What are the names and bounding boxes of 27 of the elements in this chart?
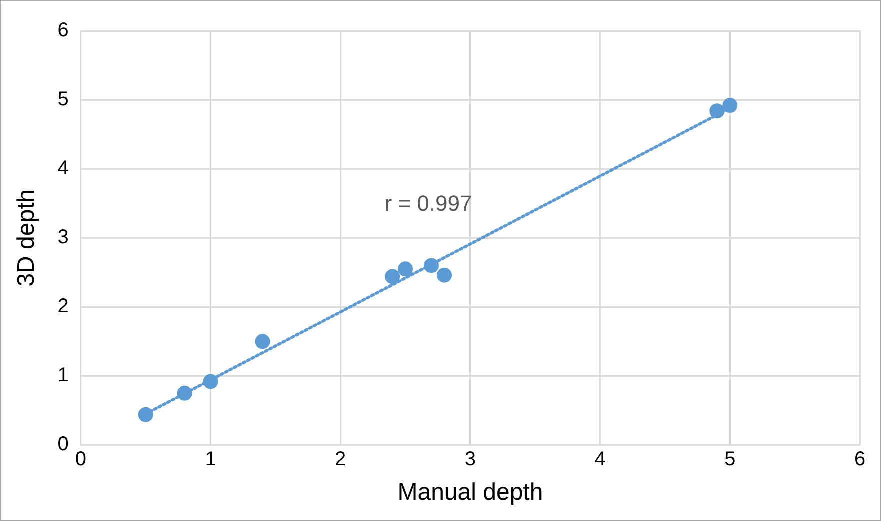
x-tick-label: 1 (205, 448, 216, 471)
annotation: r = 0.997 (384, 191, 472, 216)
point (203, 374, 218, 390)
point (177, 386, 192, 401)
x-tick-label: 6 (854, 448, 866, 471)
point (424, 258, 440, 274)
y-tick-label: 6 (58, 20, 69, 42)
y-tick-label: 3 (58, 226, 69, 249)
x-tick-label: 5 (724, 448, 736, 471)
point (710, 104, 725, 119)
point (722, 98, 738, 114)
y-tick-label: 2 (58, 296, 69, 318)
y-tick-label: 1 (58, 364, 69, 387)
y-axis-title: 3D depth (13, 189, 40, 287)
y-tick-label: 4 (58, 158, 69, 180)
point (385, 269, 400, 284)
point (255, 334, 270, 350)
point (436, 268, 452, 283)
x-axis-title: Manual depth (398, 479, 544, 506)
y-tick-label: 5 (58, 88, 69, 111)
point (398, 262, 414, 277)
x-tick-label: 0 (75, 448, 86, 471)
x-tick-label: 3 (464, 448, 476, 471)
x-tick-label: 4 (594, 448, 606, 471)
y-tick-label: 0 (58, 434, 69, 456)
point (138, 407, 154, 422)
x-tick-label: 2 (335, 448, 346, 471)
